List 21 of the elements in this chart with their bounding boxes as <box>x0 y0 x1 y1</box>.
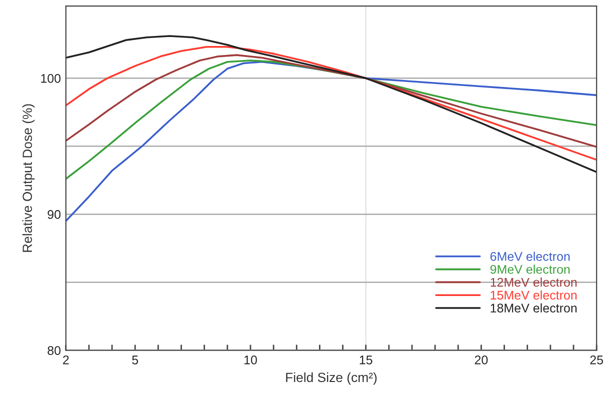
y-tick-label: 100 <box>41 74 61 83</box>
line-series <box>66 35 597 173</box>
x-tick-label: 25 <box>590 356 604 364</box>
x-axis-title: Field Size (cm²) <box>286 372 377 385</box>
legend-label: 18MeV electron <box>490 303 577 313</box>
y-axis-title: Relative Output Dose (%) <box>22 104 35 252</box>
legend-label: 9MeV electron <box>490 264 570 274</box>
x-tick-label: 15 <box>360 356 372 364</box>
legend-label: 6MeV electron <box>490 252 570 261</box>
legend-label: 15MeV electron <box>490 290 577 300</box>
x-tick-label: 20 <box>474 356 488 364</box>
y-tick-label: 80 <box>48 346 61 355</box>
x-tick-label: 2 <box>63 356 69 364</box>
line-series <box>66 54 597 148</box>
x-tick-label: 10 <box>244 356 257 364</box>
line-series <box>66 46 597 161</box>
x-tick-label: 5 <box>132 356 138 364</box>
y-tick-label: 90 <box>48 210 61 219</box>
legend-label: 12MeV electron <box>490 278 577 287</box>
line-series <box>66 60 597 222</box>
line-series <box>66 60 597 180</box>
